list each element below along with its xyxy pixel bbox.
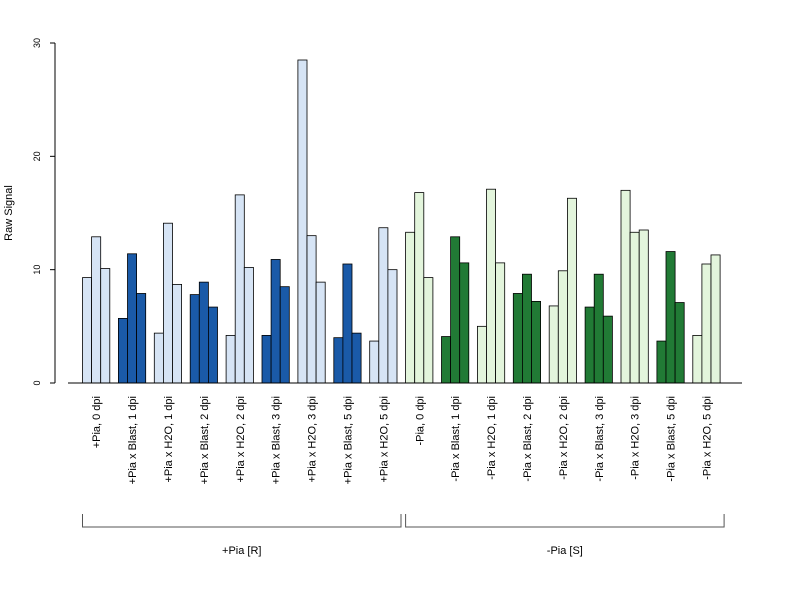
bar — [198, 281, 209, 384]
bar — [548, 305, 559, 384]
bar — [306, 235, 317, 384]
category-label: -Pia x H2O, 5 dpi — [701, 396, 713, 480]
y-tick-label: 30 — [32, 38, 42, 48]
bar — [476, 325, 487, 384]
bar — [584, 306, 595, 384]
bar — [91, 236, 102, 384]
y-axis: 0 10 20 30 — [32, 38, 56, 386]
bar — [82, 277, 93, 384]
bar — [495, 262, 506, 384]
bar — [629, 231, 640, 384]
bar — [387, 269, 398, 384]
bar — [567, 197, 577, 384]
bar — [692, 334, 703, 384]
bar — [710, 254, 721, 384]
bar — [674, 302, 685, 384]
category-label: -Pia x Blast, 5 dpi — [666, 396, 678, 482]
bars — [82, 59, 721, 384]
bar — [665, 251, 676, 384]
bar — [261, 334, 272, 384]
bar — [557, 270, 568, 384]
bar — [172, 283, 183, 384]
bar — [100, 268, 111, 384]
bar — [162, 222, 173, 384]
category-label: +Pia x Blast, 1 dpi — [127, 396, 139, 484]
bar — [297, 59, 308, 384]
bar — [270, 259, 281, 384]
category-label: +Pia x Blast, 5 dpi — [342, 396, 354, 484]
y-tick-label: 20 — [32, 151, 42, 161]
bar — [620, 189, 631, 384]
category-label: +Pia x H2O, 3 dpi — [307, 396, 319, 483]
group-label: +Pia [R] — [222, 545, 261, 557]
category-label: -Pia x Blast, 2 dpi — [522, 396, 534, 482]
bar — [136, 293, 147, 384]
bar — [450, 236, 461, 384]
category-labels: +Pia, 0 dpi +Pia x Blast, 1 dpi +Pia x H2O… — [91, 396, 713, 484]
bar — [522, 273, 532, 384]
bar — [118, 317, 128, 384]
y-axis-label: Raw Signal — [3, 185, 15, 241]
bar — [207, 306, 218, 384]
bar — [127, 253, 138, 384]
bar — [593, 273, 604, 384]
category-label: -Pia x H2O, 3 dpi — [630, 396, 642, 480]
bar — [234, 194, 245, 384]
category-label: +Pia x Blast, 2 dpi — [199, 396, 211, 484]
bar — [369, 340, 380, 384]
bar — [414, 192, 425, 384]
bar — [279, 286, 290, 384]
category-label: -Pia x Blast, 3 dpi — [594, 396, 606, 482]
bar — [351, 332, 362, 384]
category-label: -Pia x H2O, 1 dpi — [486, 396, 498, 480]
bar — [225, 334, 236, 384]
bar — [342, 263, 353, 384]
bar — [441, 336, 452, 384]
bar — [531, 300, 542, 384]
bar — [602, 315, 613, 384]
category-label: +Pia x H2O, 1 dpi — [163, 396, 175, 483]
bar — [153, 332, 164, 384]
bar — [423, 277, 434, 384]
bar — [512, 293, 523, 384]
y-tick-label: 10 — [32, 265, 42, 275]
bar — [315, 281, 326, 384]
bar — [243, 266, 254, 384]
bar — [486, 188, 497, 384]
bar — [701, 263, 712, 384]
category-label: -Pia, 0 dpi — [414, 396, 426, 446]
bar — [459, 262, 470, 384]
bar — [638, 229, 649, 384]
y-tick-label: 0 — [32, 380, 42, 385]
category-label: -Pia x H2O, 2 dpi — [558, 396, 570, 480]
bar — [656, 340, 667, 384]
category-label: +Pia x H2O, 2 dpi — [235, 396, 247, 483]
category-label: +Pia x H2O, 5 dpi — [378, 396, 390, 483]
category-label: +Pia x Blast, 3 dpi — [271, 396, 283, 484]
bar — [378, 227, 389, 384]
group-bracket — [82, 514, 402, 528]
group-brackets: +Pia [R] -Pia [S] — [82, 514, 725, 557]
category-label: -Pia x Blast, 1 dpi — [450, 396, 462, 482]
group-label: -Pia [S] — [547, 545, 583, 557]
group-bracket — [405, 514, 725, 528]
bar — [189, 294, 200, 384]
bar — [333, 337, 344, 384]
bar — [405, 231, 416, 384]
category-label: +Pia, 0 dpi — [91, 396, 103, 448]
